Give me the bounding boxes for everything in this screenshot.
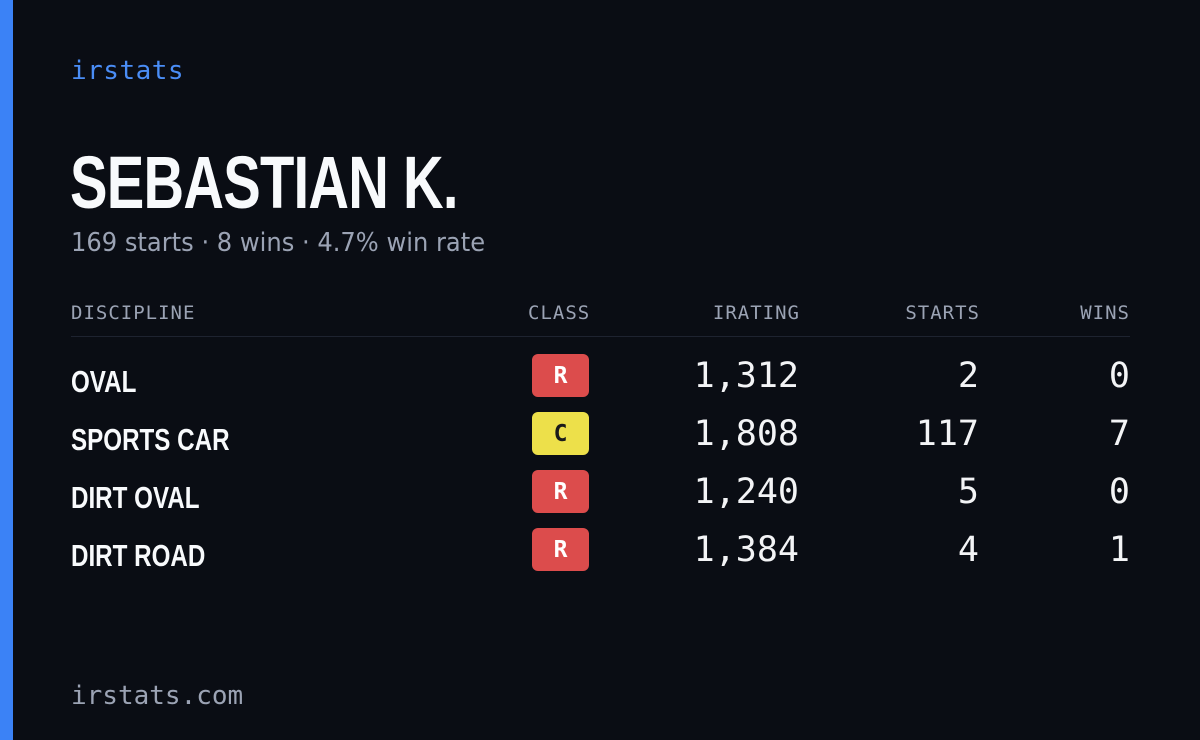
- table-row: DIRT ROAD R 1,384 4 1: [0, 528, 1200, 578]
- header-starts: STARTS: [905, 302, 980, 324]
- discipline-name: DIRT OVAL: [71, 480, 200, 515]
- irating-value: 1,384: [693, 530, 799, 570]
- irating-value: 1,808: [693, 414, 799, 454]
- discipline-name: SPORTS CAR: [71, 422, 230, 457]
- header-divider: [71, 336, 1130, 337]
- accent-bar: [0, 0, 13, 740]
- header-class: CLASS: [528, 302, 591, 324]
- class-badge: R: [532, 528, 589, 571]
- header-wins: WINS: [1080, 302, 1130, 324]
- wins-value: 0: [1108, 472, 1130, 512]
- irating-value: 1,240: [693, 472, 799, 512]
- table-row: DIRT OVAL R 1,240 5 0: [0, 470, 1200, 520]
- brand-logo[interactable]: irstats: [71, 56, 185, 86]
- header-discipline: DISCIPLINE: [71, 302, 196, 324]
- header-irating: IRATING: [712, 302, 800, 324]
- irating-value: 1,312: [693, 356, 799, 396]
- table-row: SPORTS CAR C 1,808 117 7: [0, 412, 1200, 462]
- driver-name: SEBASTIAN K.: [70, 141, 458, 224]
- starts-value: 4: [957, 530, 979, 570]
- starts-value: 117: [915, 414, 979, 454]
- class-badge: C: [532, 412, 589, 455]
- footer-url[interactable]: irstats.com: [71, 681, 244, 711]
- class-badge: R: [532, 470, 589, 513]
- wins-value: 7: [1108, 414, 1130, 454]
- starts-value: 5: [957, 472, 979, 512]
- starts-value: 2: [957, 356, 979, 396]
- discipline-name: DIRT ROAD: [71, 538, 206, 573]
- driver-summary: 169 starts · 8 wins · 4.7% win rate: [71, 228, 486, 258]
- wins-value: 1: [1108, 530, 1130, 570]
- class-badge: R: [532, 354, 589, 397]
- discipline-name: OVAL: [71, 364, 137, 399]
- table-row: OVAL R 1,312 2 0: [0, 354, 1200, 404]
- wins-value: 0: [1108, 356, 1130, 396]
